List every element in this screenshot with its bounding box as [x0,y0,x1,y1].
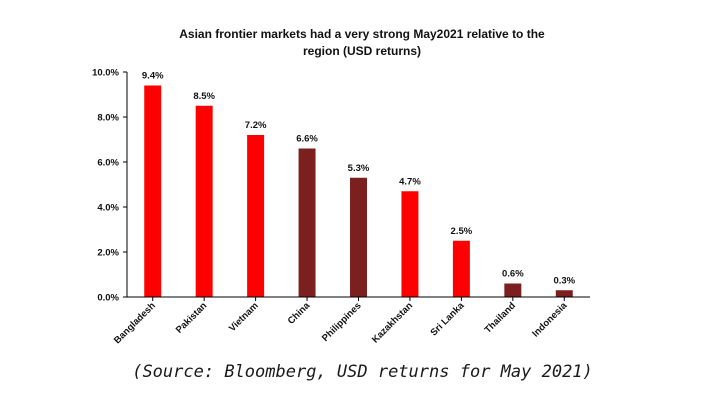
bar [350,177,367,297]
x-tick-label: Philippines [320,300,364,344]
data-label: 8.5% [193,91,215,102]
y-tick-label: 8.0% [97,113,119,124]
data-label: 4.7% [399,176,421,187]
y-tick-label: 0.0% [97,293,119,304]
bar [401,191,419,297]
bar [555,290,573,297]
bar [195,105,213,297]
bar [144,85,162,297]
bar [298,148,316,297]
data-label: 9.4% [142,71,164,82]
x-tick-label: Kazakhstan [370,300,415,345]
x-tick-label: Pakistan [174,300,210,336]
bar [504,283,522,297]
y-tick-label: 2.0% [97,248,119,259]
bar [452,240,470,297]
source-caption: (Source: Bloomberg, USD returns for May … [132,362,593,382]
chart-title-line-1: Asian frontier markets had a very strong… [179,27,545,41]
y-tick-label: 6.0% [97,158,119,169]
x-tick-label: Thailand [483,300,519,336]
x-tick-label: Vietnam [227,300,261,334]
data-label: 0.6% [502,269,524,280]
plot-area: 0.0% 2.0% 4.0% 6.0% 8.0% 10.0% 9.4% Bangladesh 8… [92,68,590,346]
data-label: 2.5% [451,226,473,237]
y-tick-label: 4.0% [97,203,119,214]
x-tick-label: Bangladesh [112,300,158,346]
x-tick-label: Sri Lanka [428,300,467,339]
x-tick-label: China [286,300,313,327]
data-label: 6.6% [296,134,318,145]
data-label: 5.3% [348,163,370,174]
x-tick-label: Indonesia [530,300,570,340]
data-label: 0.3% [553,275,575,286]
chart-title-line-2: region (USD returns) [303,44,421,58]
y-tick-label: 10.0% [92,68,119,79]
bar [247,135,265,297]
data-label: 7.2% [245,120,267,131]
